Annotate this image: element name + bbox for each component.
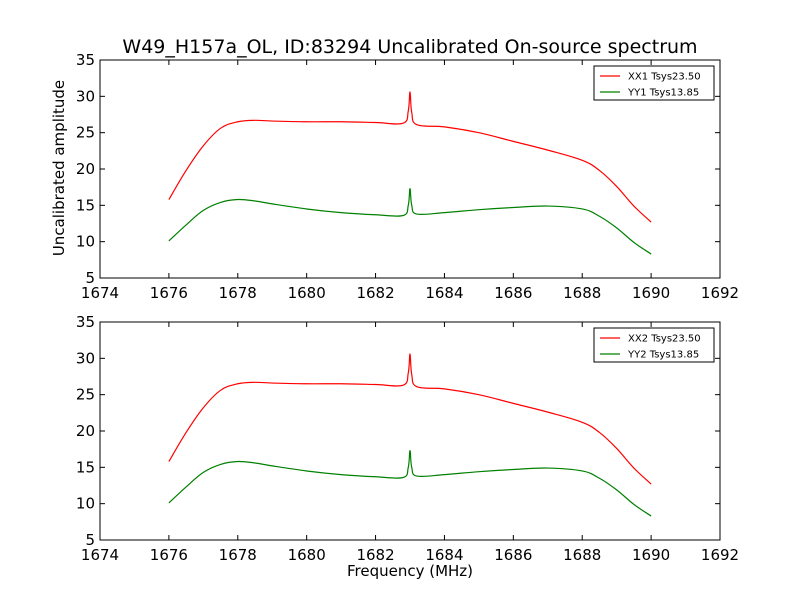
y-tick-label: 35 xyxy=(76,313,95,331)
y-tick-label: 20 xyxy=(76,422,95,440)
x-tick-label: 1682 xyxy=(356,546,394,564)
plots-layer: 1674 1676 1678 1680 1682 1684 1686 1688 1690 1692… xyxy=(76,51,739,564)
x-tick-label: 1682 xyxy=(356,284,394,302)
y-tick-label: 20 xyxy=(76,160,95,178)
y-tick-label: 5 xyxy=(85,269,95,287)
y-axis-label-top: Uncalibrated amplitude xyxy=(50,80,68,256)
x-tick-label: 1680 xyxy=(288,546,326,564)
x-tick-label: 1690 xyxy=(632,546,670,564)
y-tick-label: 5 xyxy=(85,531,95,549)
y-tick-label: 15 xyxy=(76,196,95,214)
x-axis-label: Frequency (MHz) xyxy=(347,562,473,580)
series-line-red xyxy=(168,91,652,223)
series-line-red xyxy=(168,353,652,485)
x-tick-label: 1676 xyxy=(150,284,188,302)
figure-title: W49_H157a_OL, ID:83294 Uncalibrated On-s… xyxy=(122,36,697,58)
y-tick-label: 10 xyxy=(76,495,95,513)
legend-entry: XX2 Tsys23.50 xyxy=(628,334,701,345)
axes-bottom: 1674 1676 1678 1680 1682 1684 1686 1688 1690 1692… xyxy=(76,313,739,564)
x-tick-label: 1680 xyxy=(288,284,326,302)
legend-entry: XX1 Tsys23.50 xyxy=(628,72,701,83)
x-tick-label: 1692 xyxy=(701,284,739,302)
legend-box xyxy=(593,65,715,101)
x-tick-label: 1678 xyxy=(219,546,257,564)
x-tick-label: 1674 xyxy=(81,546,119,564)
x-tick-label: 1692 xyxy=(701,546,739,564)
x-tick-label: 1684 xyxy=(425,546,463,564)
x-tick-label: 1686 xyxy=(494,284,532,302)
y-tick-label: 30 xyxy=(76,87,95,105)
x-tick-label: 1688 xyxy=(563,546,601,564)
y-tick-label: 15 xyxy=(76,458,95,476)
x-tick-label: 1688 xyxy=(563,284,601,302)
y-tick-label: 35 xyxy=(76,51,95,69)
y-tick-label: 25 xyxy=(76,124,95,142)
y-tick-label: 25 xyxy=(76,386,95,404)
series-line-green xyxy=(168,450,652,517)
legend-entry: YY1 Tsys13.85 xyxy=(627,88,699,99)
legend: XX2 Tsys23.50 YY2 Tsys13.85 xyxy=(593,327,715,363)
x-tick-label: 1684 xyxy=(425,284,463,302)
axes-top: 1674 1676 1678 1680 1682 1684 1686 1688 1690 1692… xyxy=(76,51,739,302)
legend-box xyxy=(593,327,715,363)
x-tick-label: 1686 xyxy=(494,546,532,564)
x-tick-label: 1674 xyxy=(81,284,119,302)
series-line-green xyxy=(168,188,652,255)
y-tick-label: 10 xyxy=(76,233,95,251)
y-tick-label: 30 xyxy=(76,349,95,367)
x-tick-label: 1690 xyxy=(632,284,670,302)
x-tick-label: 1676 xyxy=(150,546,188,564)
legend: XX1 Tsys23.50 YY1 Tsys13.85 xyxy=(593,65,715,101)
x-tick-label: 1678 xyxy=(219,284,257,302)
legend-entry: YY2 Tsys13.85 xyxy=(627,350,699,361)
